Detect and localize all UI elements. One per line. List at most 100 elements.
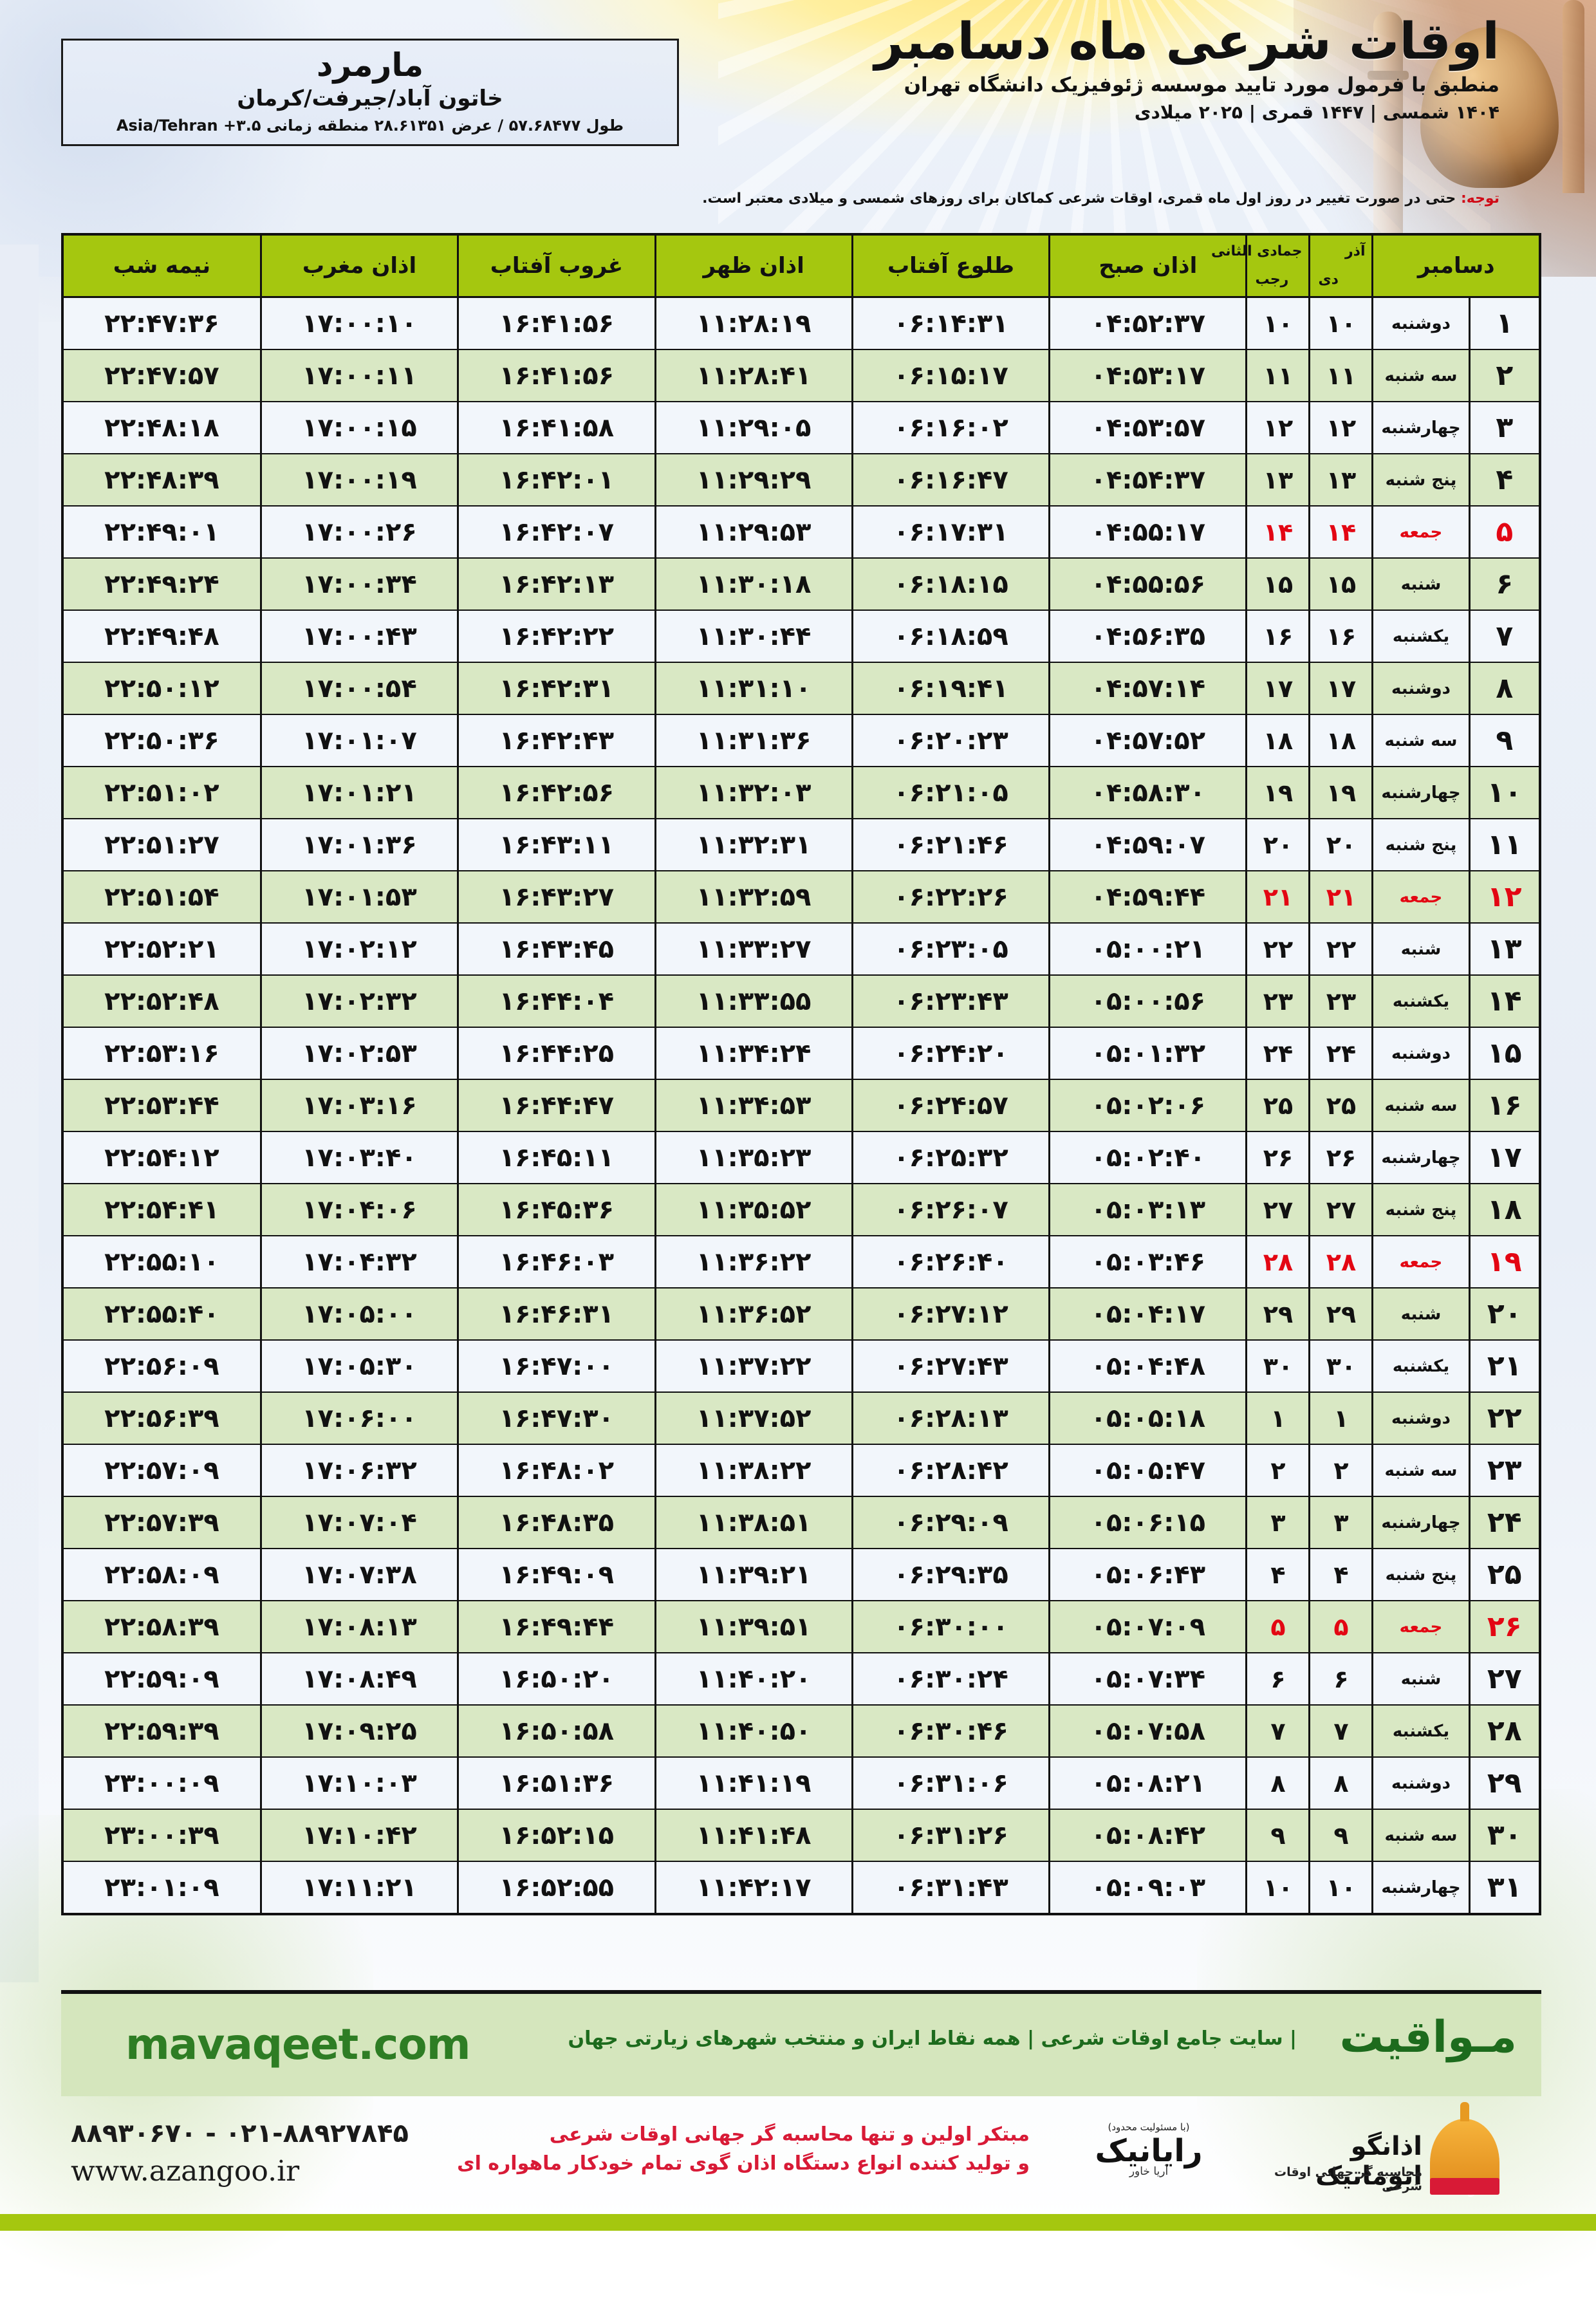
cell-fajr: ۰۴:۵۸:۳۰ bbox=[1048, 767, 1247, 819]
azangoo-logo-en: azangoo bbox=[1434, 2183, 1492, 2197]
azangoo-logo-subtitle: محاسبه گر جهانی اوقات شرعی bbox=[1274, 2165, 1422, 2193]
cell-maghrib: ۱۷:۰۱:۳۶ bbox=[259, 819, 458, 871]
col-header-shamsi: آذر دی bbox=[1308, 236, 1373, 298]
cell-sunset: ۱۶:۴۱:۵۸ bbox=[457, 402, 655, 454]
cell-december-day: ۱۱ bbox=[1468, 819, 1539, 871]
brand-bar: مـواقیت | سایت جامع اوقات شرعی | همه نقا… bbox=[61, 1990, 1541, 2096]
cell-weekday: سه شنبه bbox=[1371, 1444, 1469, 1497]
cell-dhuhr: ۱۱:۴۱:۱۹ bbox=[654, 1757, 853, 1810]
cell-sunset: ۱۶:۴۳:۱۱ bbox=[457, 819, 655, 871]
col-header-shamsi-azar: آذر bbox=[1344, 243, 1366, 259]
cell-dhuhr: ۱۱:۳۱:۳۶ bbox=[654, 714, 853, 767]
cell-hijri-day: ۱۴ bbox=[1245, 506, 1310, 559]
cell-sunrise: ۰۶:۱۶:۴۷ bbox=[851, 454, 1050, 507]
brand-tagline: | سایت جامع اوقات شرعی | همه نقاط ایران … bbox=[568, 2027, 1297, 2050]
cell-sunset: ۱۶:۴۷:۳۰ bbox=[457, 1392, 655, 1445]
cell-sunset: ۱۶:۴۹:۰۹ bbox=[457, 1549, 655, 1601]
cell-weekday: پنج شنبه bbox=[1371, 454, 1469, 507]
cell-maghrib: ۱۷:۰۰:۱۵ bbox=[259, 402, 458, 454]
cell-midnight: ۲۲:۵۶:۳۹ bbox=[64, 1392, 261, 1445]
cell-sunrise: ۰۶:۱۷:۳۱ bbox=[851, 506, 1050, 559]
cell-shamsi-day: ۱۹ bbox=[1308, 767, 1373, 819]
cell-shamsi-day: ۹ bbox=[1308, 1809, 1373, 1862]
cell-december-day: ۴ bbox=[1468, 454, 1539, 507]
cell-sunrise: ۰۶:۲۷:۴۳ bbox=[851, 1340, 1050, 1393]
cell-shamsi-day: ۲ bbox=[1308, 1444, 1373, 1497]
table-row: ۱۵ دوشنبه ۲۴ ۲۴ ۰۵:۰۱:۳۲ ۰۶:۲۴:۲۰ ۱۱:۳۴:۲۴ ۱۶:۴… bbox=[64, 1027, 1539, 1080]
cell-maghrib: ۱۷:۰۸:۴۹ bbox=[259, 1653, 458, 1706]
cell-midnight: ۲۲:۵۰:۳۶ bbox=[64, 714, 261, 767]
cell-shamsi-day: ۱۳ bbox=[1308, 454, 1373, 507]
cell-dhuhr: ۱۱:۳۸:۲۲ bbox=[654, 1444, 853, 1497]
cell-weekday: پنج شنبه bbox=[1371, 1184, 1469, 1236]
cell-hijri-day: ۲۲ bbox=[1245, 923, 1310, 976]
cell-hijri-day: ۱۶ bbox=[1245, 610, 1310, 663]
cell-fajr: ۰۵:۰۳:۱۳ bbox=[1048, 1184, 1247, 1236]
cell-shamsi-day: ۶ bbox=[1308, 1653, 1373, 1706]
footer-website-link[interactable]: www.azangoo.ir bbox=[71, 2155, 300, 2188]
cell-december-day: ۱۲ bbox=[1468, 871, 1539, 924]
cell-december-day: ۲۲ bbox=[1468, 1392, 1539, 1445]
cell-fajr: ۰۵:۰۲:۰۶ bbox=[1048, 1079, 1247, 1132]
cell-sunrise: ۰۶:۲۴:۵۷ bbox=[851, 1079, 1050, 1132]
cell-shamsi-day: ۲۸ bbox=[1308, 1236, 1373, 1289]
cell-shamsi-day: ۱ bbox=[1308, 1392, 1373, 1445]
cell-december-day: ۱۴ bbox=[1468, 975, 1539, 1028]
cell-shamsi-day: ۸ bbox=[1308, 1757, 1373, 1810]
cell-dhuhr: ۱۱:۳۲:۰۳ bbox=[654, 767, 853, 819]
table-row: ۷ یکشنبه ۱۶ ۱۶ ۰۴:۵۶:۳۵ ۰۶:۱۸:۵۹ ۱۱:۳۰:۴۴ ۱۶:۴۲… bbox=[64, 610, 1539, 663]
table-row: ۴ پنج شنبه ۱۳ ۱۳ ۰۴:۵۴:۳۷ ۰۶:۱۶:۴۷ ۱۱:۲۹:۲۹ ۱۶:… bbox=[64, 454, 1539, 507]
cell-maghrib: ۱۷:۰۱:۰۷ bbox=[259, 714, 458, 767]
table-row: ۶ شنبه ۱۵ ۱۵ ۰۴:۵۵:۵۶ ۰۶:۱۸:۱۵ ۱۱:۳۰:۱۸ ۱۶:۴۲:۱… bbox=[64, 558, 1539, 611]
cell-sunrise: ۰۶:۳۰:۰۰ bbox=[851, 1601, 1050, 1653]
cell-sunset: ۱۶:۴۲:۰۷ bbox=[457, 506, 655, 559]
cell-midnight: ۲۲:۵۷:۳۹ bbox=[64, 1496, 261, 1549]
cell-sunset: ۱۶:۵۰:۵۸ bbox=[457, 1705, 655, 1758]
cell-december-day: ۲۸ bbox=[1468, 1705, 1539, 1758]
cell-sunset: ۱۶:۴۲:۲۲ bbox=[457, 610, 655, 663]
cell-shamsi-day: ۲۵ bbox=[1308, 1079, 1373, 1132]
cell-midnight: ۲۲:۴۷:۵۷ bbox=[64, 349, 261, 402]
col-header-midnight: نیمه شب bbox=[64, 236, 261, 298]
cell-sunrise: ۰۶:۳۰:۴۶ bbox=[851, 1705, 1050, 1758]
table-row: ۹ سه شنبه ۱۸ ۱۸ ۰۴:۵۷:۵۲ ۰۶:۲۰:۲۳ ۱۱:۳۱:۳۶ ۱۶:۴… bbox=[64, 714, 1539, 767]
footer-red-line-2: و تولید کننده انواع دستگاه اذان گوی تمام… bbox=[457, 2152, 1030, 2175]
footer-contact: ۰۲۱-۸۸۹۲۷۸۴۵ - ۸۸۹۳۰۶۷۰ www.azangoo.ir bbox=[71, 2119, 409, 2188]
cell-weekday: سه شنبه bbox=[1371, 714, 1469, 767]
cell-hijri-day: ۱۳ bbox=[1245, 454, 1310, 507]
table-header-row: دسامبر آذر دی جمادی الثانی رجب اذان صبح … bbox=[64, 236, 1539, 298]
cell-fajr: ۰۵:۰۷:۳۴ bbox=[1048, 1653, 1247, 1706]
cell-fajr: ۰۴:۵۳:۱۷ bbox=[1048, 349, 1247, 402]
cell-maghrib: ۱۷:۰۶:۳۲ bbox=[259, 1444, 458, 1497]
cell-dhuhr: ۱۱:۳۶:۵۲ bbox=[654, 1288, 853, 1341]
cell-december-day: ۱۸ bbox=[1468, 1184, 1539, 1236]
cell-midnight: ۲۲:۵۲:۲۱ bbox=[64, 923, 261, 976]
cell-shamsi-day: ۵ bbox=[1308, 1601, 1373, 1653]
table-row: ۸ دوشنبه ۱۷ ۱۷ ۰۴:۵۷:۱۴ ۰۶:۱۹:۴۱ ۱۱:۳۱:۱۰ ۱۶:۴۲… bbox=[64, 662, 1539, 715]
cell-weekday: چهارشنبه bbox=[1371, 1496, 1469, 1549]
cell-hijri-day: ۲ bbox=[1245, 1444, 1310, 1497]
cell-hijri-day: ۱۷ bbox=[1245, 662, 1310, 715]
cell-hijri-day: ۶ bbox=[1245, 1653, 1310, 1706]
cell-midnight: ۲۲:۵۵:۱۰ bbox=[64, 1236, 261, 1289]
page-subtitle: منطبق با فرمول مورد تایید موسسه ژئوفیزیک… bbox=[904, 73, 1499, 97]
cell-maghrib: ۱۷:۰۷:۳۸ bbox=[259, 1549, 458, 1601]
cell-maghrib: ۱۷:۱۰:۰۳ bbox=[259, 1757, 458, 1810]
cell-midnight: ۲۳:۰۰:۳۹ bbox=[64, 1809, 261, 1862]
cell-dhuhr: ۱۱:۴۲:۱۷ bbox=[654, 1861, 853, 1913]
cell-sunrise: ۰۶:۱۸:۵۹ bbox=[851, 610, 1050, 663]
cell-hijri-day: ۲۰ bbox=[1245, 819, 1310, 871]
cell-fajr: ۰۴:۵۹:۴۴ bbox=[1048, 871, 1247, 924]
cell-fajr: ۰۵:۰۵:۴۷ bbox=[1048, 1444, 1247, 1497]
cell-shamsi-day: ۲۲ bbox=[1308, 923, 1373, 976]
cell-hijri-day: ۲۶ bbox=[1245, 1131, 1310, 1184]
cell-dhuhr: ۱۱:۲۹:۰۵ bbox=[654, 402, 853, 454]
brand-website-link[interactable]: mavaqeet.com bbox=[125, 2020, 470, 2069]
cell-dhuhr: ۱۱:۴۰:۵۰ bbox=[654, 1705, 853, 1758]
cell-hijri-day: ۲۵ bbox=[1245, 1079, 1310, 1132]
cell-maghrib: ۱۷:۱۱:۲۱ bbox=[259, 1861, 458, 1913]
cell-sunset: ۱۶:۴۱:۵۶ bbox=[457, 297, 655, 350]
page-title: اوقات شرعی ماه دسامبر bbox=[874, 13, 1500, 71]
cell-weekday: دوشنبه bbox=[1371, 1392, 1469, 1445]
cell-maghrib: ۱۷:۰۳:۴۰ bbox=[259, 1131, 458, 1184]
